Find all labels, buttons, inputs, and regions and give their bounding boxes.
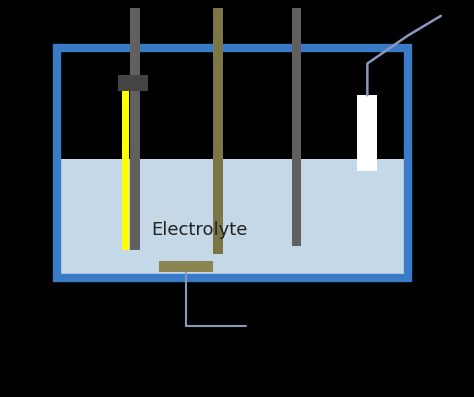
Bar [57,48,408,278]
Bar [122,83,129,250]
Bar [292,8,301,246]
Bar [159,261,213,272]
Bar [357,95,377,171]
Bar [118,75,148,91]
Text: Electrolyte: Electrolyte [151,221,247,239]
Bar [130,8,140,250]
Bar [57,159,408,278]
Bar [213,8,223,254]
